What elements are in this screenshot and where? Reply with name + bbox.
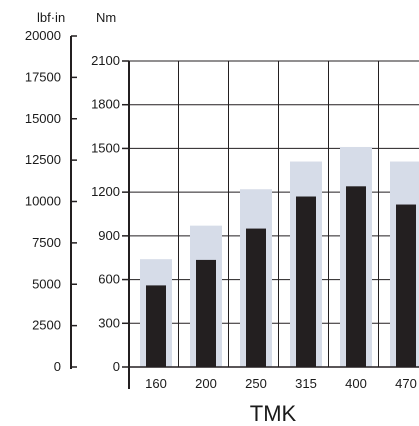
- right-axis-tick-label: 2100: [91, 53, 120, 68]
- left-axis-tick-label: 12500: [25, 152, 61, 167]
- left-axis-tick-label: 0: [54, 359, 61, 374]
- category-label-470: 470: [395, 376, 417, 391]
- bar-nominal-160: [146, 285, 166, 367]
- right-axis-tick-label: 1200: [91, 184, 120, 199]
- left-axis-tick-label: 7500: [32, 235, 61, 250]
- bar-nominal-200: [196, 259, 216, 367]
- right-axis-tick-label: 900: [98, 228, 120, 243]
- right-axis-tick-label: 1800: [91, 97, 120, 112]
- left-axis-tick-label: 17500: [25, 69, 61, 84]
- category-label-250: 250: [245, 376, 267, 391]
- left-axis-tick-label: 10000: [25, 194, 61, 209]
- left-axis-tick-label: 15000: [25, 111, 61, 126]
- bar-nominal-470: [396, 204, 416, 367]
- bar-nominal-400: [346, 186, 366, 367]
- category-label-400: 400: [345, 376, 367, 391]
- right-axis-tick-label: 600: [98, 272, 120, 287]
- bar-nominal-315: [296, 196, 316, 367]
- axes: [70, 35, 419, 389]
- bars: [140, 146, 419, 367]
- labels: 2100 1800 1500 1200 900 600 300 0 160 200 250 315 40…: [25, 28, 417, 391]
- left-axis-unit: lbf·in: [37, 10, 65, 25]
- left-axis-tick-label: 20000: [25, 28, 61, 43]
- right-axis-tick-label: 300: [98, 315, 120, 330]
- x-axis-label: TMK: [250, 401, 297, 426]
- right-axis-tick-label: 1500: [91, 140, 120, 155]
- right-axis-tick-label: 0: [113, 359, 120, 374]
- category-label-200: 200: [195, 376, 217, 391]
- right-axis-unit: Nm: [96, 10, 116, 25]
- grid-lines: [129, 60, 419, 367]
- category-label-315: 315: [295, 376, 317, 391]
- left-axis-tick-label: 2500: [32, 318, 61, 333]
- category-label-160: 160: [145, 376, 167, 391]
- bar-nominal-250: [246, 228, 266, 367]
- left-axis-tick-label: 5000: [32, 276, 61, 291]
